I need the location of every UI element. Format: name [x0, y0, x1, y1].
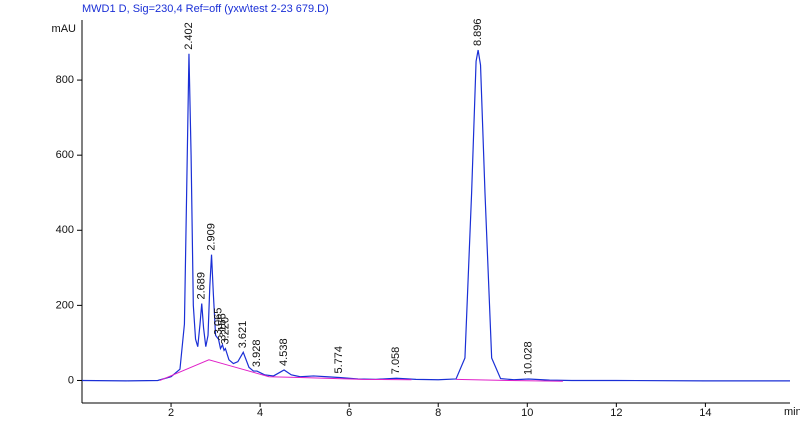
baseline-trace: [159, 359, 563, 382]
peak-label: 3.065: [212, 308, 224, 336]
x-tick-label: 2: [168, 407, 174, 419]
y-tick-label: 200: [56, 299, 74, 311]
x-tick-label: 4: [257, 407, 263, 419]
y-tick-label: 600: [56, 149, 74, 161]
peak-label: 2.689: [196, 272, 208, 300]
peak-label: 2.402: [183, 22, 195, 50]
y-axis-label: mAU: [52, 23, 77, 35]
peak-label: 10.028: [522, 341, 534, 375]
peak-label: 7.058: [390, 347, 402, 375]
y-tick-label: 0: [68, 374, 74, 386]
x-axis-label: min: [784, 406, 800, 418]
peak-label: 3.621: [237, 321, 249, 349]
y-tick-label: 400: [56, 224, 74, 236]
peak-label: 3.155: [216, 313, 228, 341]
chart-title: MWD1 D, Sig=230,4 Ref=off (yxw\test 2-23…: [82, 3, 329, 15]
peak-label: 8.896: [472, 19, 484, 47]
peak-label: 5.774: [333, 346, 345, 374]
y-tick-label: 800: [56, 74, 74, 86]
peak-label: 3.220: [219, 317, 231, 345]
peak-label: 4.538: [278, 338, 290, 366]
x-tick-label: 8: [435, 407, 441, 419]
x-tick-label: 10: [521, 407, 533, 419]
x-tick-label: 6: [346, 407, 352, 419]
x-tick-label: 14: [699, 407, 711, 419]
signal-trace: [81, 49, 790, 382]
peak-label: 2.909: [205, 223, 217, 251]
x-tick-label: 12: [610, 407, 622, 419]
peak-label: 3.928: [251, 340, 263, 368]
